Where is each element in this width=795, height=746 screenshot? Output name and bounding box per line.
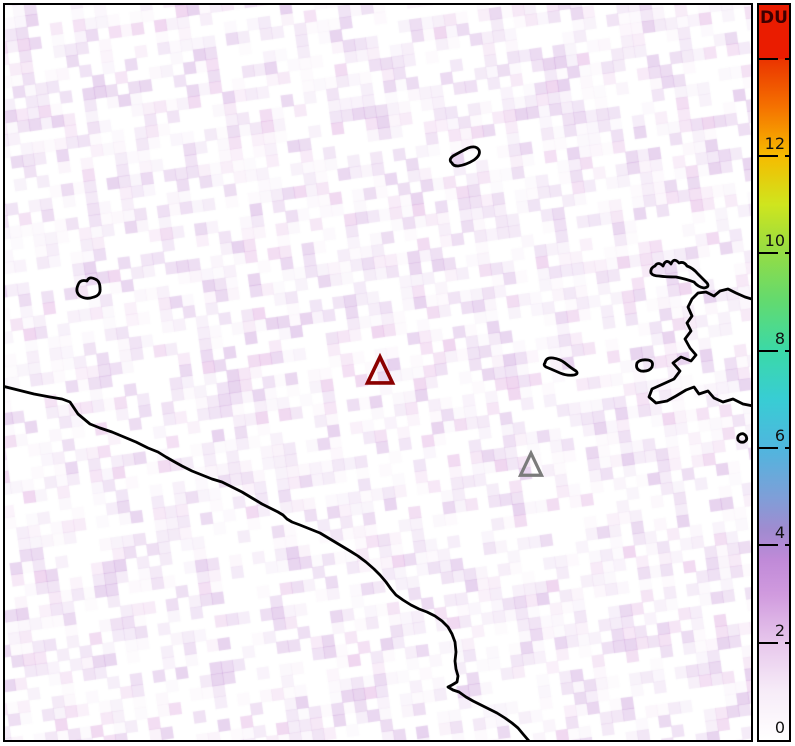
map-area (3, 3, 753, 742)
colorbar-tick-label: 2 (774, 620, 785, 640)
colorbar-tick (759, 641, 778, 644)
coastline-overlay (5, 145, 751, 740)
colorbar-tick (785, 349, 789, 352)
colorbar-tick-label: 4 (774, 523, 785, 543)
volcano-marker-red (364, 352, 396, 385)
island-outline (448, 145, 481, 168)
island-outline (542, 356, 579, 377)
satellite-pixels-layer (5, 5, 751, 740)
island-outline (635, 358, 654, 373)
colorbar-tick-label: 8 (774, 328, 785, 348)
colorbar-tick (759, 349, 778, 352)
colorbar-over-box: DU (759, 5, 789, 59)
colorbar: DU 0 2 4 6 8 10 12 (757, 3, 791, 742)
colorbar-tick-label: 12 (764, 133, 785, 153)
coastline (5, 385, 530, 740)
island-outline (647, 287, 751, 408)
colorbar-tick (759, 544, 778, 547)
island-outline (649, 258, 710, 290)
colorbar-tick (759, 252, 778, 255)
volcano-marker-gray (517, 449, 545, 477)
colorbar-gradient (759, 5, 789, 740)
colorbar-tick (785, 57, 789, 60)
island-outline (736, 432, 749, 444)
colorbar-tick-label: 10 (764, 231, 785, 251)
colorbar-tick (785, 154, 789, 157)
colorbar-tick (785, 446, 789, 449)
colorbar-tick (759, 446, 778, 449)
colorbar-tick (785, 252, 789, 255)
island-outline (75, 276, 102, 300)
colorbar-tick (785, 544, 789, 547)
colorbar-tick (785, 641, 789, 644)
colorbar-tick (759, 57, 778, 60)
colorbar-tick (759, 154, 778, 157)
colorbar-tick-label: 0 (774, 718, 785, 737)
colorbar-unit-label: DU (760, 8, 788, 28)
colorbar-tick-label: 6 (774, 425, 785, 445)
